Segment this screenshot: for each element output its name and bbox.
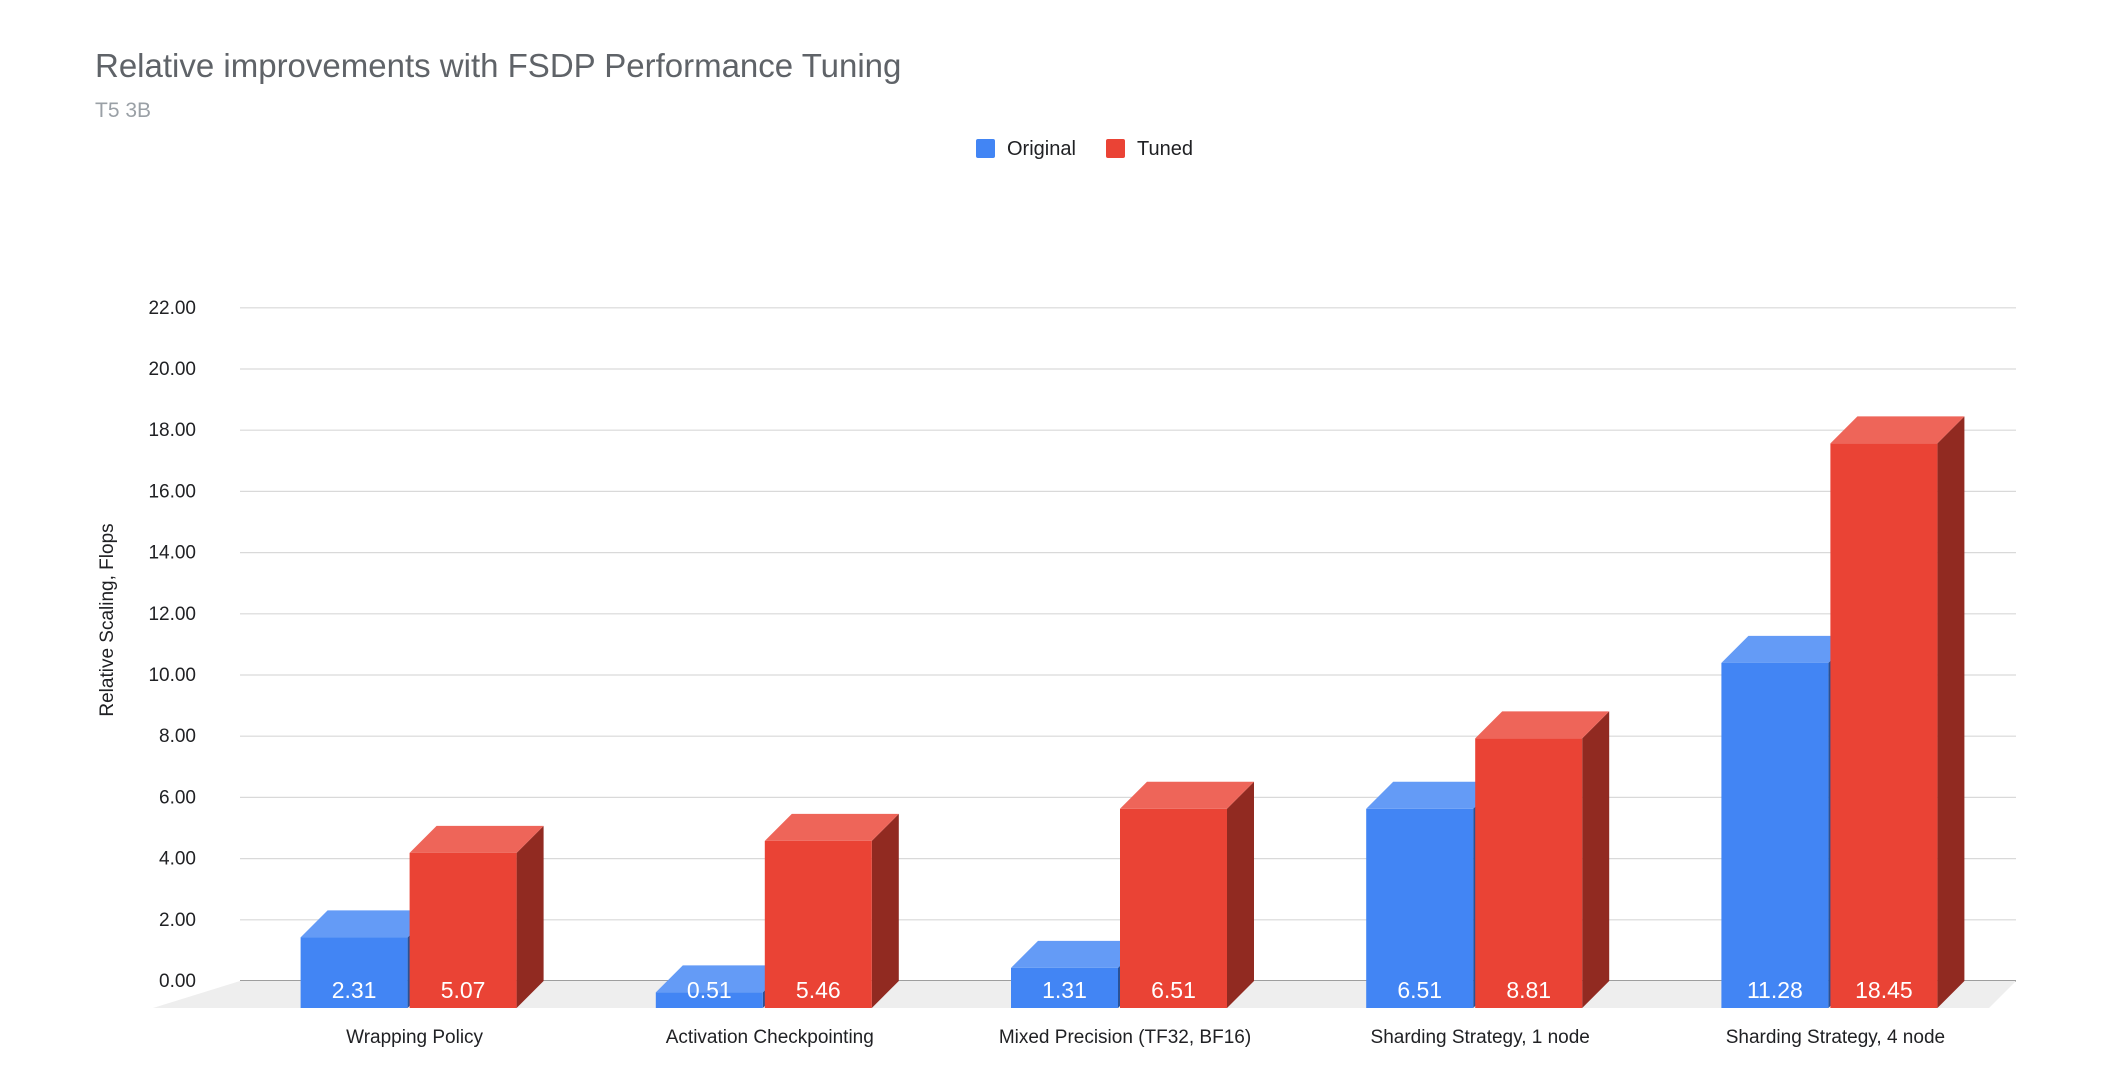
bar-tuned <box>1120 808 1227 1008</box>
y-tick-label: 0.00 <box>159 971 196 992</box>
bar-top <box>409 825 544 853</box>
x-category-label: Wrapping Policy <box>346 1027 483 1048</box>
y-tick-label: 20.00 <box>148 359 196 380</box>
legend-swatch-original <box>976 139 995 158</box>
bar-original <box>1366 808 1474 1008</box>
bars <box>300 416 1965 1008</box>
data-label: 5.07 <box>441 977 486 1003</box>
bar-top <box>1366 781 1501 809</box>
data-label: 6.51 <box>1397 977 1442 1003</box>
legend-label-original: Original <box>1007 138 1076 160</box>
bar-tuned <box>1475 738 1583 1008</box>
y-tick-label: 14.00 <box>148 543 196 564</box>
x-category-label: Sharding Strategy, 4 node <box>1726 1027 1945 1048</box>
bar-side <box>1227 781 1254 1008</box>
y-tick-label: 12.00 <box>148 604 196 625</box>
bar-top <box>1475 711 1610 739</box>
chart-title: Relative improvements with FSDP Performa… <box>95 47 901 84</box>
bar-original <box>1011 967 1118 1008</box>
bar-top <box>655 965 790 993</box>
bar-top <box>1011 940 1145 968</box>
data-label: 8.81 <box>1506 977 1551 1003</box>
data-label: 2.31 <box>332 977 377 1003</box>
y-axis-label: Relative Scaling, Flops <box>97 523 118 716</box>
bar-original <box>300 937 408 1008</box>
bar-tuned <box>764 840 872 1008</box>
legend-swatch-tuned <box>1106 139 1125 158</box>
legend-label-tuned: Tuned <box>1137 138 1193 160</box>
y-tick-label: 16.00 <box>148 481 196 502</box>
x-category-label: Activation Checkpointing <box>666 1027 874 1048</box>
x-axis-categories: Wrapping Policy Activation Checkpointing M… <box>346 1027 1945 1048</box>
bar-top <box>300 910 435 938</box>
bar-side <box>1582 711 1610 1008</box>
data-label: 18.45 <box>1855 977 1913 1003</box>
data-label: 1.31 <box>1042 977 1087 1003</box>
data-label: 11.28 <box>1747 977 1803 1003</box>
bar-top <box>764 813 899 841</box>
bar-original <box>655 992 763 1008</box>
legend: Original Tuned <box>976 138 1193 160</box>
bar-original <box>1721 662 1829 1008</box>
y-tick-label: 18.00 <box>148 420 196 441</box>
y-tick-label: 10.00 <box>148 665 196 686</box>
bar-top <box>1721 635 1856 663</box>
bar-side <box>1937 416 1965 1008</box>
bar-tuned <box>409 852 517 1008</box>
y-tick-label: 4.00 <box>159 849 196 870</box>
x-category-label: Sharding Strategy, 1 node <box>1371 1027 1590 1048</box>
x-category-label: Mixed Precision (TF32, BF16) <box>999 1027 1251 1048</box>
data-label: 0.51 <box>687 977 732 1003</box>
y-axis-ticks: 0.00 2.00 4.00 6.00 8.00 10.00 12.00 14.00 16.00… <box>148 298 196 992</box>
y-tick-label: 6.00 <box>159 787 196 808</box>
bar-side <box>871 813 899 1008</box>
y-tick-label: 2.00 <box>159 910 196 931</box>
bar-top <box>1830 416 1965 444</box>
bar-tuned <box>1830 443 1938 1008</box>
chart-subtitle: T5 3B <box>95 99 151 122</box>
bar-side <box>516 825 544 1008</box>
y-tick-label: 22.00 <box>148 298 196 319</box>
data-labels: 2.31 5.07 0.51 5.46 1.31 6.51 6.51 8.81 11.28 18.… <box>332 977 1913 1003</box>
data-label: 6.51 <box>1151 977 1196 1003</box>
data-label: 5.46 <box>796 977 841 1003</box>
y-tick-label: 8.00 <box>159 726 196 747</box>
bar-top <box>1120 781 1254 809</box>
